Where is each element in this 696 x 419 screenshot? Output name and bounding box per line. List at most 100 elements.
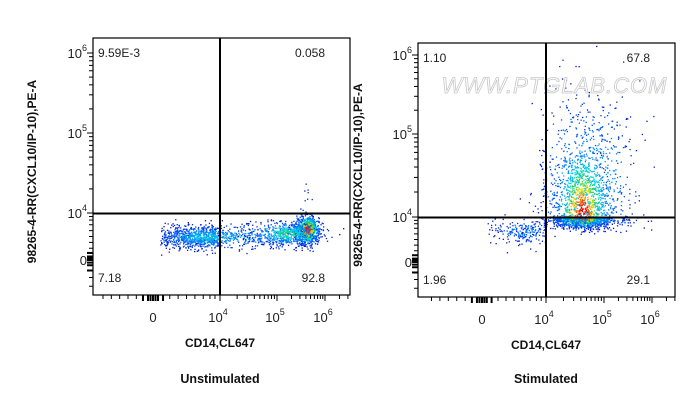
- event-dot: [601, 140, 603, 142]
- event-dot: [243, 234, 246, 237]
- event-dot: [227, 246, 229, 248]
- event-dot: [302, 235, 305, 238]
- event-dot: [594, 222, 597, 224]
- event-dot: [186, 243, 188, 245]
- event-dot: [273, 236, 275, 238]
- event-dot: [194, 238, 197, 241]
- event-dot: [291, 229, 293, 231]
- event-dot: [560, 218, 562, 220]
- event-dot: [547, 196, 549, 198]
- event-dot: [622, 221, 624, 223]
- event-dot: [582, 169, 584, 171]
- event-dot: [561, 214, 563, 217]
- event-dot: [577, 170, 579, 173]
- event-dot: [589, 111, 591, 113]
- event-dot: [560, 225, 562, 227]
- event-dot: [261, 243, 263, 246]
- event-dot: [280, 220, 282, 223]
- event-dot: [570, 175, 572, 177]
- event-dot: [565, 196, 567, 198]
- event-dot: [261, 230, 263, 232]
- event-dot: [180, 235, 183, 238]
- event-dot: [245, 239, 247, 241]
- event-dot: [570, 211, 572, 214]
- event-dot: [583, 199, 586, 201]
- event-dot: [585, 209, 587, 211]
- event-dot: [561, 138, 563, 140]
- event-dot: [619, 187, 622, 190]
- event-dot: [596, 153, 598, 155]
- event-dot: [207, 239, 209, 241]
- event-dot: [312, 222, 315, 224]
- event-dot: [575, 169, 577, 172]
- event-dot: [572, 116, 574, 119]
- event-dot: [239, 226, 242, 228]
- event-dot: [270, 246, 273, 249]
- event-dot: [597, 202, 599, 204]
- event-dot: [264, 233, 266, 235]
- event-dot: [274, 233, 276, 235]
- event-dot: [281, 229, 283, 232]
- event-dot: [562, 214, 565, 216]
- event-dot: [259, 233, 261, 235]
- event-dot: [542, 161, 544, 164]
- event-dot: [574, 221, 576, 224]
- event-dot: [254, 247, 256, 250]
- event-dot: [286, 236, 288, 238]
- event-dot: [250, 232, 252, 234]
- event-dot: [193, 241, 195, 243]
- event-dot: [277, 237, 279, 239]
- event-dot: [543, 219, 545, 221]
- event-dot: [561, 225, 564, 227]
- event-dot: [268, 228, 270, 230]
- event-dot: [593, 204, 595, 206]
- event-dot: [288, 226, 290, 228]
- event-dot: [236, 238, 238, 240]
- event-dot: [183, 228, 185, 230]
- event-dot: [595, 186, 597, 188]
- event-dot: [226, 232, 228, 234]
- event-dot: [569, 154, 571, 156]
- event-dot: [222, 229, 224, 232]
- event-dot: [297, 236, 299, 238]
- event-dot: [589, 129, 591, 131]
- event-dot: [302, 209, 304, 211]
- event-dot: [296, 217, 298, 219]
- event-dot: [287, 237, 289, 239]
- event-dot: [280, 240, 282, 242]
- event-dot: [580, 119, 582, 121]
- event-dot: [591, 199, 594, 201]
- event-dot: [570, 187, 572, 189]
- event-dot: [277, 231, 279, 233]
- event-dot: [620, 192, 622, 194]
- event-dot: [296, 238, 298, 240]
- event-dot: [578, 176, 580, 179]
- event-dot: [302, 227, 304, 229]
- event-dot: [224, 241, 227, 243]
- event-dot: [574, 161, 576, 164]
- event-dot: [607, 223, 609, 225]
- event-dot: [595, 174, 597, 176]
- event-dot: [575, 224, 577, 226]
- event-dot: [222, 232, 224, 234]
- event-dot: [580, 170, 582, 172]
- event-dot: [235, 226, 237, 228]
- event-dot: [315, 240, 318, 242]
- event-dot: [598, 218, 600, 221]
- event-dot: [590, 195, 593, 197]
- event-dot: [290, 233, 292, 235]
- event-dot: [268, 233, 270, 235]
- event-dot: [608, 112, 610, 114]
- event-dot: [223, 236, 225, 238]
- event-dot: [241, 245, 244, 247]
- event-dot: [235, 236, 237, 238]
- event-dot: [575, 219, 577, 222]
- event-dot: [224, 234, 226, 236]
- event-dot: [301, 227, 303, 229]
- event-dot: [185, 239, 187, 241]
- event-dot: [584, 190, 586, 192]
- event-dot: [303, 233, 306, 235]
- event-dot: [308, 238, 311, 240]
- event-dot: [161, 229, 163, 232]
- event-dot: [602, 220, 605, 222]
